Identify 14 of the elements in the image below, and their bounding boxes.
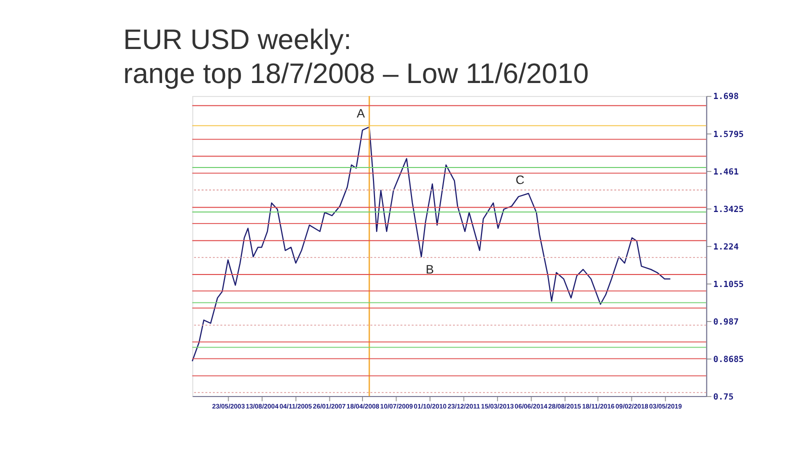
y-tick-label: 1.698 — [713, 91, 739, 102]
y-tick-label: 1.5795 — [713, 128, 744, 139]
annotation: C — [516, 173, 525, 188]
y-tick-label: 1.461 — [713, 166, 739, 176]
annotation: B — [426, 262, 434, 277]
y-tick-label: 0.75 — [713, 391, 734, 402]
y-tick-label: 1.224 — [713, 241, 739, 252]
y-tick-label: 0.8685 — [713, 354, 744, 364]
chart-title: EUR USD weekly: range top 18/7/2008 – Low 11/6/2010 — [123, 24, 589, 89]
annotation: A — [356, 106, 366, 121]
y-tick-label: 1.1055 — [713, 278, 744, 289]
y-tick-label: 1.3425 — [713, 204, 744, 214]
line-series — [192, 126, 671, 362]
y-tick-label: 0.987 — [713, 316, 739, 326]
